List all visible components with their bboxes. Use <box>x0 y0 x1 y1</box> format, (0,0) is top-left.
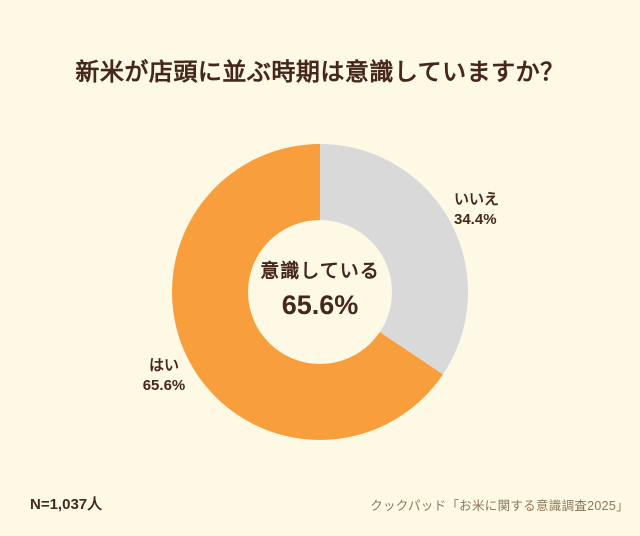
slice-label-yes-name: はい <box>148 357 179 374</box>
slice-label-no-value: 34.4% <box>454 211 497 228</box>
slice-label-yes-value: 65.6% <box>142 377 186 394</box>
chart-title: 新米が店頭に並ぶ時期は意識していますか？ <box>75 59 565 86</box>
donut-center-text: 意識している 65.6% <box>172 262 468 319</box>
donut-hole <box>248 220 392 364</box>
slice-label-no-name: いいえ <box>454 191 500 208</box>
donut-chart: 意識している 65.6% <box>172 144 468 440</box>
source-credit-text: クックパッド「お米に関する意識調査2025」 <box>370 499 629 513</box>
donut-center-label: 意識している <box>260 261 380 282</box>
slice-label-no: いいえ 34.4% <box>454 190 499 230</box>
sample-size-text: N=1,037人 <box>30 496 103 513</box>
donut-center-value: 65.6% <box>281 290 359 320</box>
slice-label-yes: はい 65.6% <box>122 356 206 396</box>
